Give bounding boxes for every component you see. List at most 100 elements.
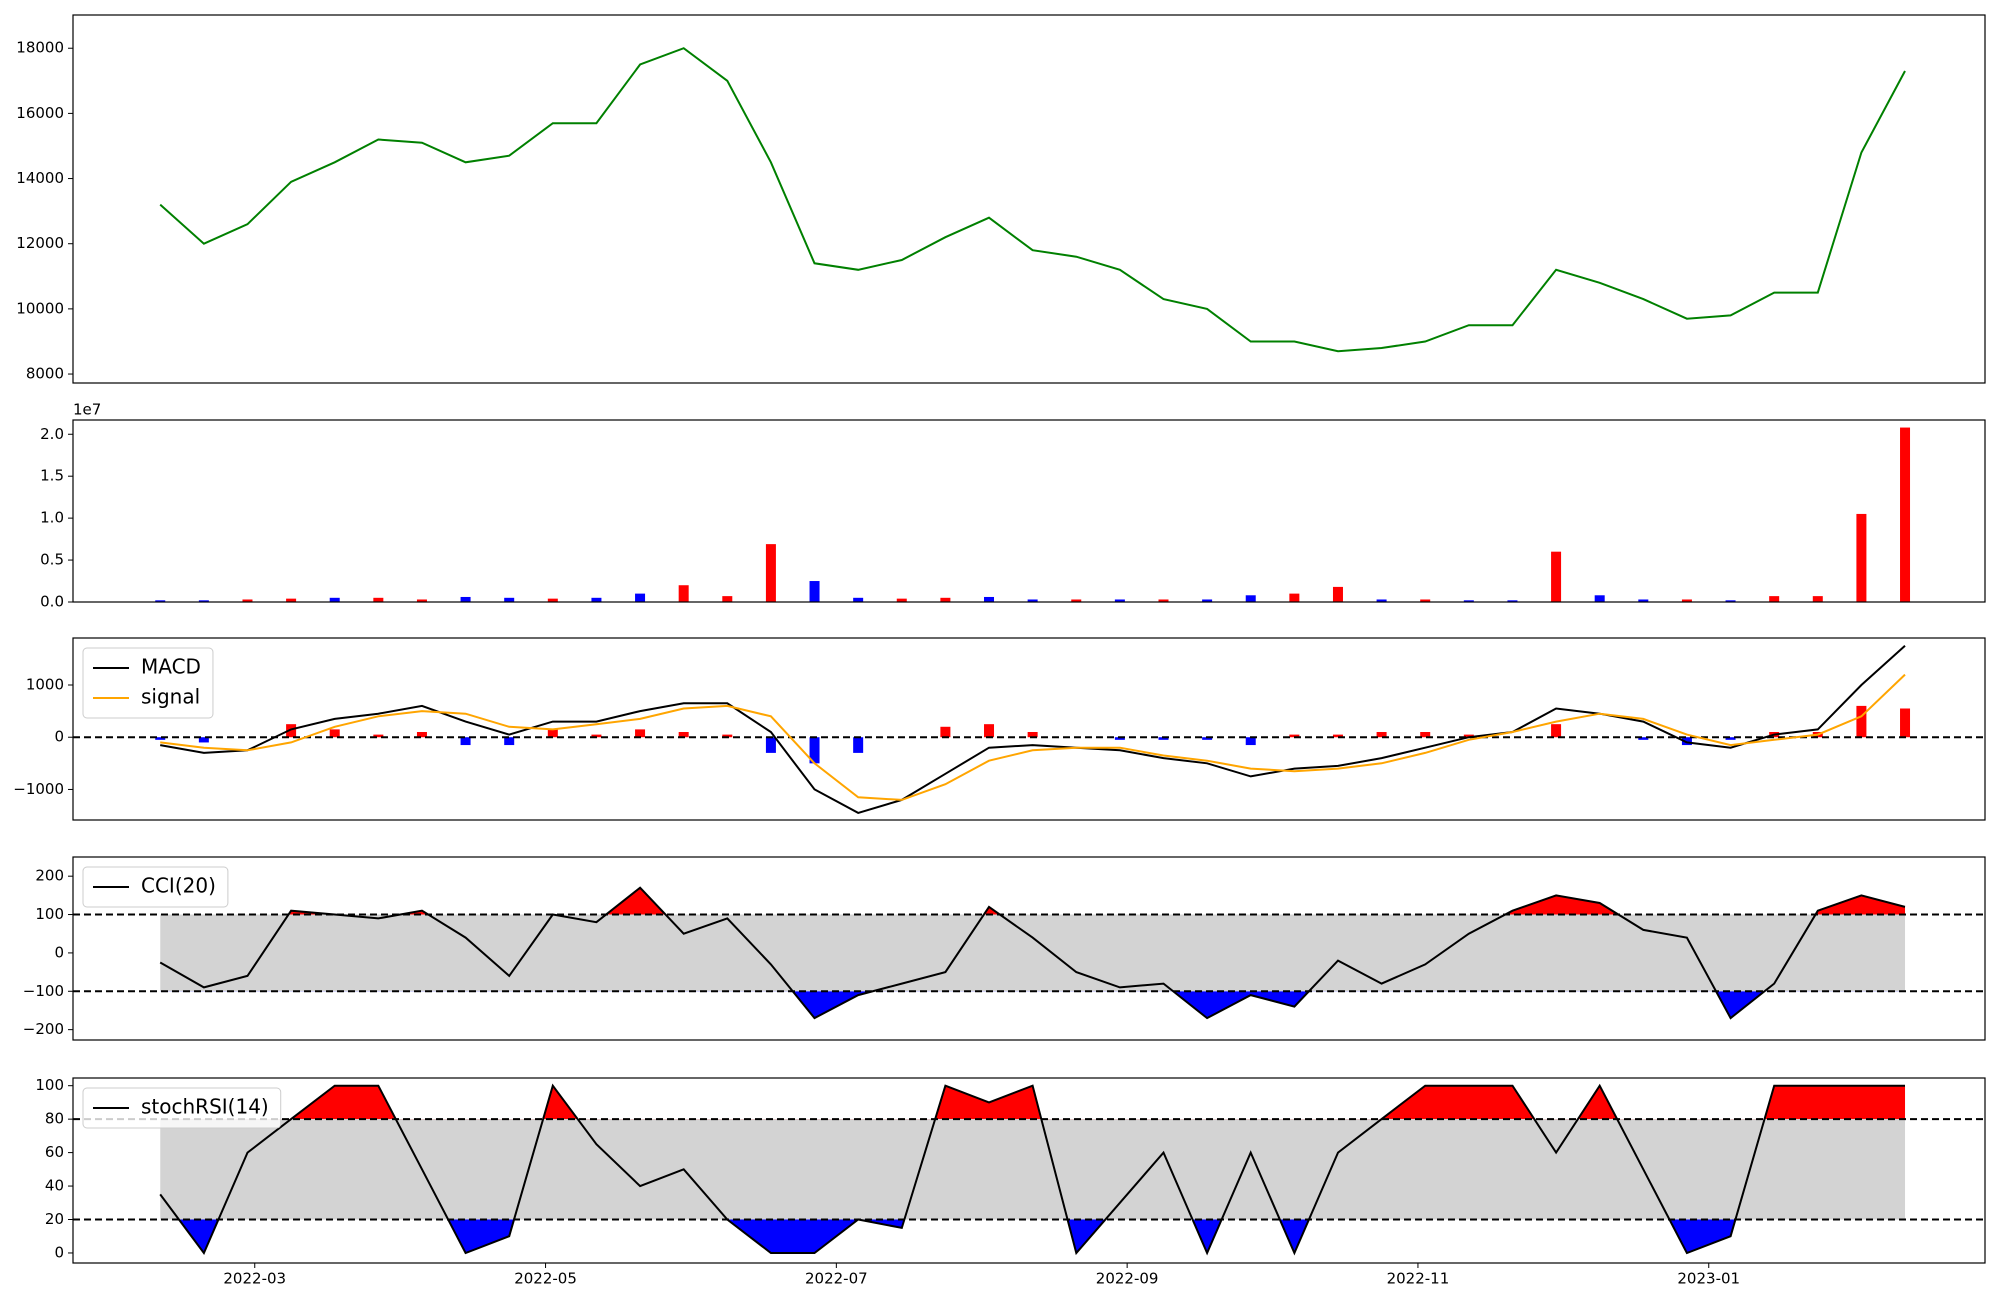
y-tick-label: 14000 <box>16 169 64 187</box>
y-tick-label: −200 <box>23 1020 64 1038</box>
bar <box>416 599 427 602</box>
series-line <box>159 886 1906 1020</box>
bar <box>504 597 515 602</box>
histogram-bar <box>1158 737 1169 740</box>
bar <box>984 596 995 602</box>
bar <box>373 597 384 602</box>
bar <box>1420 599 1431 602</box>
legend-label: MACD <box>141 655 201 679</box>
y-tick-label: −100 <box>23 982 64 1000</box>
bar <box>1376 599 1387 602</box>
bar <box>198 600 209 602</box>
y-tick-label: 8000 <box>26 365 64 383</box>
histogram-bar <box>1289 734 1300 738</box>
histogram-bar <box>678 732 689 738</box>
histogram-bar <box>635 729 646 738</box>
bar <box>1856 513 1867 602</box>
x-tick-label: 2022-11 <box>1387 1270 1450 1288</box>
series-line <box>159 1083 1905 1256</box>
y-tick-label: 0 <box>54 1243 64 1261</box>
plot-frame <box>72 14 1986 384</box>
histogram-bar <box>504 737 515 746</box>
histogram-bar <box>1376 732 1387 738</box>
histogram-bar <box>809 737 820 764</box>
histogram-bar <box>1027 732 1038 738</box>
bar <box>722 596 733 602</box>
series-line <box>160 673 1906 801</box>
histogram-bar <box>1681 737 1692 746</box>
bar <box>1114 599 1125 602</box>
histogram-bar <box>1245 737 1256 746</box>
y-tick-label: 10000 <box>16 299 64 317</box>
y-tick-label: −1000 <box>13 780 64 798</box>
plot-frame <box>72 419 1986 603</box>
bar <box>765 544 776 602</box>
y-tick-label: 60 <box>45 1143 64 1161</box>
bar <box>1638 599 1649 602</box>
histogram-bar <box>416 732 427 738</box>
bar <box>460 596 471 602</box>
series-line <box>160 645 1906 814</box>
bar <box>1158 599 1169 602</box>
histogram-bar <box>1638 737 1649 740</box>
legend-label: signal <box>141 685 200 709</box>
histogram-bar <box>1202 737 1213 740</box>
bar <box>853 597 864 602</box>
y-tick-label: 16000 <box>16 104 64 122</box>
panel: 0 20 40 60 80 100 stochRSI(14) 2022-03 2022-05 20… <box>35 1076 1986 1288</box>
fill-below <box>160 991 1906 1019</box>
histogram-bar <box>765 737 776 753</box>
fill-above <box>288 887 1906 915</box>
histogram-bar <box>1463 734 1474 738</box>
x-tick-label: 2023-01 <box>1677 1270 1740 1288</box>
histogram-bar <box>155 737 166 740</box>
legend-box <box>82 866 229 908</box>
bar <box>242 599 253 602</box>
y-tick-label: 2.0 <box>40 425 64 443</box>
bar <box>1027 599 1038 602</box>
histogram-bar <box>1551 724 1562 738</box>
bar <box>678 585 689 602</box>
x-tick-label: 2022-05 <box>514 1270 577 1288</box>
bar <box>286 598 297 602</box>
x-tick-label: 2022-03 <box>223 1270 286 1288</box>
bar <box>635 593 646 602</box>
bar <box>1551 551 1562 602</box>
y-tick-label: 1000 <box>26 676 64 694</box>
legend-box <box>82 1087 282 1129</box>
bar <box>1725 600 1736 602</box>
legend-label: stochRSI(14) <box>141 1095 269 1119</box>
bar <box>1332 586 1343 602</box>
histogram-bar <box>984 724 995 738</box>
y-tick-label: 40 <box>45 1177 64 1195</box>
bar <box>1681 599 1692 602</box>
y-tick-label: 0 <box>54 943 64 961</box>
bar <box>809 581 820 602</box>
bar <box>329 597 340 602</box>
histogram-bar <box>1725 737 1736 740</box>
bar <box>547 598 558 602</box>
bar <box>1071 599 1082 602</box>
y-tick-label: 0.5 <box>40 551 64 569</box>
bar <box>1507 600 1518 602</box>
plot-frame <box>72 856 1986 1041</box>
series-line <box>159 47 1906 353</box>
y-tick-label: 12000 <box>16 234 64 252</box>
histogram-bar <box>1856 705 1867 738</box>
bar <box>940 597 951 602</box>
bar <box>1769 596 1780 602</box>
bar <box>1289 593 1300 602</box>
x-tick-label: 2022-07 <box>805 1270 868 1288</box>
band <box>160 914 1906 992</box>
y-tick-label: 100 <box>35 1076 64 1094</box>
bar <box>896 598 907 602</box>
bar <box>1594 595 1605 602</box>
panel: 8000 10000 12000 14000 16000 18000 <box>16 14 1986 384</box>
histogram-bar <box>329 729 340 738</box>
histogram-bar <box>591 734 602 738</box>
y-tick-label: 1.5 <box>40 467 64 485</box>
y-tick-label: 80 <box>45 1110 64 1128</box>
y-tick-label: 0.0 <box>40 593 64 611</box>
bar <box>591 597 602 602</box>
